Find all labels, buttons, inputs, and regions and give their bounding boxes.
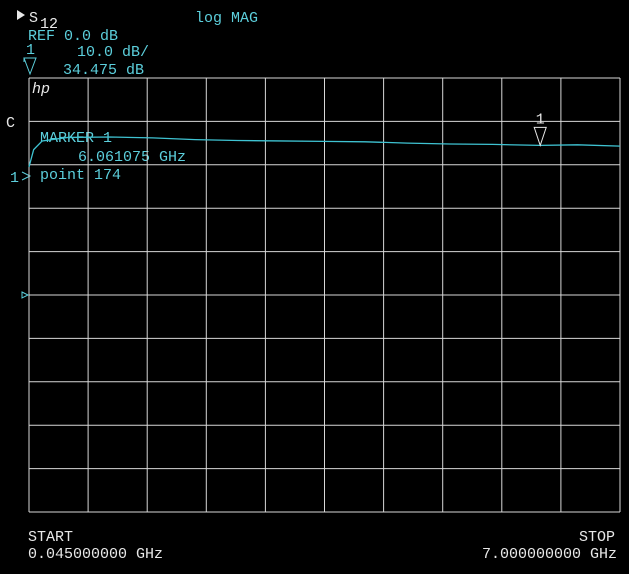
channel-flag: C xyxy=(6,115,15,132)
marker-symbol xyxy=(23,57,37,76)
start-value: 0.045000000 GHz xyxy=(28,546,163,563)
marker-triangle xyxy=(533,126,547,147)
format: log MAG xyxy=(195,10,258,27)
parameter: S xyxy=(29,10,38,27)
point-label: point 174 xyxy=(40,167,121,184)
scale-label: 10.0 dB/ xyxy=(77,44,149,61)
marker-title: MARKER 1 xyxy=(40,130,112,147)
stop-value: 7.000000000 GHz xyxy=(482,546,617,563)
marker-frequency: 6.061075 GHz xyxy=(78,149,186,166)
point-arrow xyxy=(21,171,32,181)
reference-pointer xyxy=(21,291,30,299)
start-label: START xyxy=(28,529,73,546)
logo: hp xyxy=(32,81,50,98)
active-pointer xyxy=(17,10,25,20)
marker-value: 34.475 dB xyxy=(63,62,144,79)
marker-name: 1 xyxy=(536,111,545,128)
trace xyxy=(28,136,621,168)
parameter-sub: 12 xyxy=(40,16,58,33)
stop-label: STOP xyxy=(579,529,615,546)
marker-index: 1 xyxy=(10,170,19,187)
channel-marker: 1 xyxy=(26,42,35,59)
ref-label: REF 0.0 dB xyxy=(28,28,118,45)
